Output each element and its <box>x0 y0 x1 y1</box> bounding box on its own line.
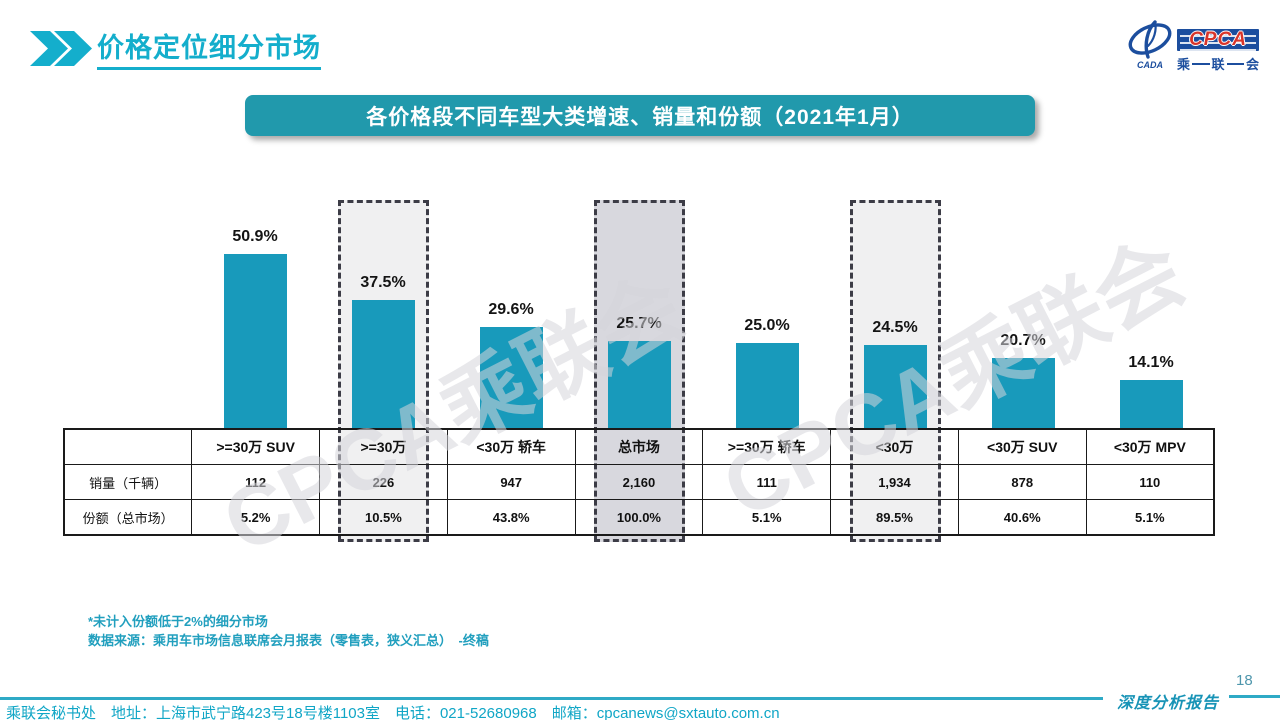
table-cell: 878 <box>957 464 1087 500</box>
table-header-cell: 总市场 <box>574 428 704 465</box>
bar <box>351 300 415 429</box>
footer-divider-right <box>1229 695 1280 698</box>
bar-value-label: 50.9% <box>232 228 278 245</box>
table-cell: 5.2% <box>191 499 321 536</box>
cpca-logo: CADA CPCA 乘 联 会 <box>1127 20 1259 73</box>
table-cell: 110 <box>1085 464 1215 500</box>
table-header-cell: <30万 <box>830 428 959 465</box>
bar-value-label: 25.0% <box>744 317 790 334</box>
table-cell: 226 <box>319 464 448 500</box>
logo-dash <box>1226 62 1244 65</box>
bar-value-label: 14.1% <box>1128 354 1174 371</box>
segment-data-table: >=30万 SUV >=30万 <30万 轿车 总市场 >=30万 轿车 <30万 <30万… <box>63 428 1215 536</box>
table-header-cell: <30万 轿车 <box>446 428 576 465</box>
cpca-logo-chinese: 乘 联 会 <box>1177 54 1259 73</box>
bar <box>863 345 927 429</box>
bar-value-label: 29.6% <box>488 301 534 318</box>
bar <box>991 358 1055 429</box>
cpca-logo-wordmark: CPCA <box>1189 29 1247 50</box>
table-header-cell: <30万 MPV <box>1085 428 1215 465</box>
bar-value-label: 24.5% <box>872 319 918 336</box>
watermark: CPCA乘联会 <box>208 258 700 572</box>
table-cell: 5.1% <box>702 499 832 536</box>
bar <box>223 254 287 429</box>
logo-cn-char: 会 <box>1246 57 1260 72</box>
bar <box>479 327 543 429</box>
bar <box>735 343 799 429</box>
footer-contact: 乘联会秘书处 地址：上海市武宁路423号18号楼1103室 电话：021-526… <box>6 705 780 720</box>
bar <box>607 341 671 429</box>
table-header-cell: >=30万 SUV <box>191 428 321 465</box>
logo-dash <box>1192 62 1210 65</box>
table-cell: 1,934 <box>830 464 959 500</box>
table-header-cell: >=30万 <box>319 428 448 465</box>
table-cell: 43.8% <box>446 499 576 536</box>
table-header-cell: <30万 SUV <box>957 428 1087 465</box>
bar <box>1119 380 1183 429</box>
table-cell: 5.1% <box>1085 499 1215 536</box>
table-header-cell: >=30万 轿车 <box>702 428 832 465</box>
table-row-label: 销量（千辆） <box>63 464 193 500</box>
report-label: 深度分析报告 <box>1116 695 1219 712</box>
table-row: 销量（千辆） 112 226 947 2,160 111 1,934 878 110 <box>63 464 1215 500</box>
table-corner-cell <box>63 428 193 465</box>
table-cell: 40.6% <box>957 499 1087 536</box>
table-header-row: >=30万 SUV >=30万 <30万 轿车 总市场 >=30万 轿车 <30万 <30万… <box>63 428 1215 465</box>
chart-title-banner: 各价格段不同车型大类增速、销量和份额（2021年1月） <box>245 95 1035 136</box>
bar-value-label: 25.7% <box>616 315 662 332</box>
source-note: 数据来源：乘用车市场信息联席会月报表（零售表，狭义汇总） -终稿 <box>88 633 489 648</box>
cada-emblem-icon: CADA <box>1128 20 1172 70</box>
notes-block: *未计入份额低于2%的细分市场 数据来源：乘用车市场信息联席会月报表（零售表，狭… <box>88 612 489 650</box>
cpca-logo-text-block: CPCA 乘 联 会 <box>1177 29 1259 73</box>
table-cell: 2,160 <box>574 464 704 500</box>
table-cell: 947 <box>446 464 576 500</box>
footnote: *未计入份额低于2%的细分市场 <box>88 614 268 629</box>
table-cell: 111 <box>702 464 832 500</box>
double-chevron-icon <box>30 31 92 66</box>
table-row: 份额（总市场） 5.2% 10.5% 43.8% 100.0% 5.1% 89.5% 40.6… <box>63 499 1215 536</box>
chart-title: 各价格段不同车型大类增速、销量和份额（2021年1月） <box>366 105 914 129</box>
footer-divider <box>0 697 1103 700</box>
svg-text:CADA: CADA <box>1137 60 1163 70</box>
table-cell: 89.5% <box>830 499 959 536</box>
logo-cn-char: 乘 <box>1177 57 1191 72</box>
table-cell: 10.5% <box>319 499 448 536</box>
page-title: 价格定位细分市场 <box>97 26 321 70</box>
bar-value-label: 37.5% <box>360 274 406 291</box>
page-number: 18 <box>1236 672 1253 689</box>
logo-cn-char: 联 <box>1211 57 1225 72</box>
table-cell: 100.0% <box>574 499 704 536</box>
cpca-logo-box: CPCA <box>1177 29 1259 51</box>
table-row-label: 份额（总市场） <box>63 499 193 536</box>
table-cell: 112 <box>191 464 321 500</box>
bar-value-label: 20.7% <box>1000 332 1046 349</box>
